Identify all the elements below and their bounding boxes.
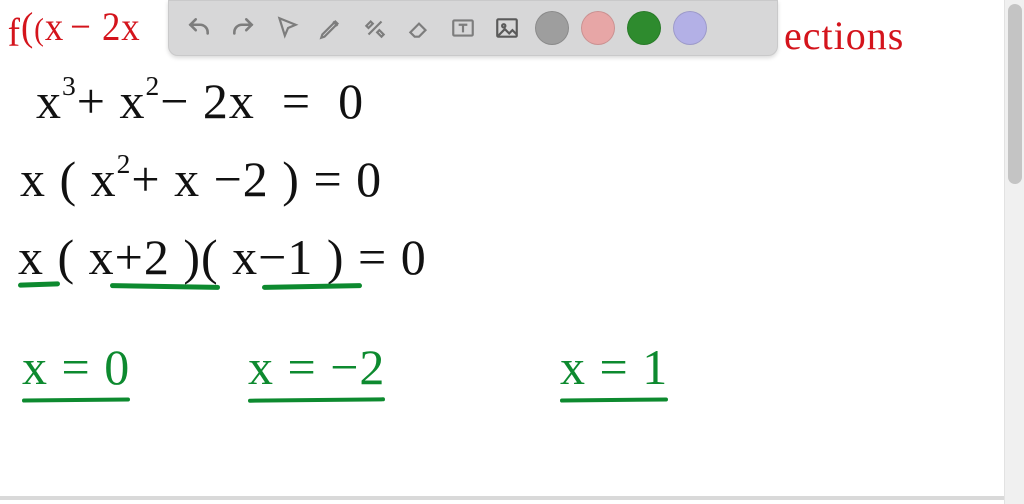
color-swatch-gray[interactable] (535, 11, 569, 45)
equation-line-3: x ( x+2 )( x−1 ) = 0 (18, 228, 427, 286)
factor-underline-3 (262, 283, 362, 290)
color-swatch-lavender[interactable] (673, 11, 707, 45)
pen-icon[interactable] (315, 12, 347, 44)
red-handwriting-left: f((x − 2x (8, 3, 141, 50)
equation-line-1: x3+ x2− 2x = 0 (36, 72, 364, 130)
undo-icon[interactable] (183, 12, 215, 44)
whiteboard-canvas[interactable]: f((x − 2x ections x3+ x2− 2x = 0 x ( x2+… (0, 0, 1004, 500)
pointer-icon[interactable] (271, 12, 303, 44)
text-box-icon[interactable] (447, 12, 479, 44)
solution-2: x = −2 (248, 338, 385, 396)
tools-icon[interactable] (359, 12, 391, 44)
redo-icon[interactable] (227, 12, 259, 44)
equation-line-2: x ( x2+ x −2 ) = 0 (20, 150, 382, 208)
image-icon[interactable] (491, 12, 523, 44)
eraser-icon[interactable] (403, 12, 435, 44)
red-handwriting-right: ections (784, 12, 904, 59)
factor-underline-2 (110, 283, 220, 290)
annotation-toolbar (168, 0, 778, 56)
color-swatch-pink[interactable] (581, 11, 615, 45)
factor-underline-1 (18, 281, 60, 287)
solution-1: x = 0 (22, 338, 130, 396)
solution-3: x = 1 (560, 338, 668, 396)
vertical-scrollbar-track[interactable] (1004, 0, 1024, 504)
vertical-scrollbar-thumb[interactable] (1008, 4, 1022, 184)
color-swatch-green[interactable] (627, 11, 661, 45)
